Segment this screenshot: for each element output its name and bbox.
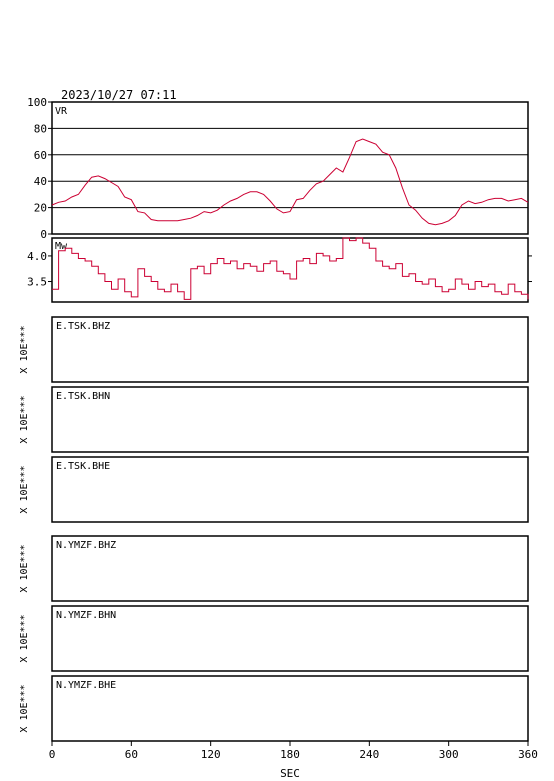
vr-gridlines [52, 127, 528, 209]
x-axis: 0 60 120 180 240 300 360 [49, 741, 538, 761]
station-label: N.YMZF.BHE [56, 680, 116, 691]
station-label: N.YMZF.BHN [56, 610, 116, 621]
mw-series-line [52, 237, 529, 300]
mw-y-ticks: 4.0 3.5 [27, 250, 532, 289]
station-scale-label: X 10E*** [19, 684, 30, 732]
vr-tick-label: 0 [40, 228, 47, 241]
station-frame [51, 675, 529, 742]
vr-panel: VR 100 80 60 40 20 0 [27, 96, 529, 241]
station-frame [51, 386, 529, 453]
vr-tick-label: 40 [34, 175, 47, 188]
station-scale-label: X 10E*** [19, 544, 30, 592]
x-tick-label: 0 [49, 748, 56, 761]
station-panel: E.TSK.BHE X 10E*** [19, 456, 529, 523]
station-frame [51, 535, 529, 602]
x-tick-label: 60 [125, 748, 138, 761]
station-panel: N.YMZF.BHZ X 10E*** [19, 535, 529, 602]
vr-tick-label: 80 [34, 122, 47, 135]
mw-panel: Mw 4.0 3.5 [27, 237, 532, 303]
vr-tick-label: 60 [34, 149, 47, 162]
station-panel: E.TSK.BHN X 10E*** [19, 386, 529, 453]
station-frame [51, 456, 529, 523]
mw-tick-label: 4.0 [27, 250, 47, 263]
station-scale-label: X 10E*** [19, 614, 30, 662]
station-label: E.TSK.BHE [56, 461, 110, 472]
vr-y-ticks: 100 80 60 40 20 0 [27, 96, 52, 241]
station-frame [51, 605, 529, 672]
station-scale-label: X 10E*** [19, 465, 30, 513]
station-panel: N.YMZF.BHN X 10E*** [19, 605, 529, 672]
mw-tick-label: 3.5 [27, 276, 47, 289]
vr-tick-label: 100 [27, 96, 47, 109]
station-label: N.YMZF.BHZ [56, 540, 116, 551]
station-frame [51, 316, 529, 383]
station-panel: N.YMZF.BHE X 10E*** [19, 675, 529, 742]
x-tick-label: 240 [359, 748, 379, 761]
mw-frame [51, 237, 529, 303]
datetime-label: 2023/10/27 07:11 [61, 88, 177, 102]
x-axis-label: SEC [280, 767, 300, 780]
x-tick-label: 300 [439, 748, 459, 761]
station-label: E.TSK.BHZ [56, 321, 110, 332]
station-panel: E.TSK.BHZ X 10E*** [19, 316, 529, 383]
vr-frame [51, 101, 529, 235]
x-tick-label: 120 [201, 748, 221, 761]
vr-tick-label: 20 [34, 202, 47, 215]
station-scale-label: X 10E*** [19, 395, 30, 443]
mw-label: Mw [55, 241, 68, 252]
x-tick-label: 360 [518, 748, 538, 761]
vr-label: VR [55, 106, 68, 117]
vr-series-line [51, 138, 529, 226]
station-label: E.TSK.BHN [56, 391, 110, 402]
x-tick-label: 180 [280, 748, 300, 761]
station-scale-label: X 10E*** [19, 325, 30, 373]
